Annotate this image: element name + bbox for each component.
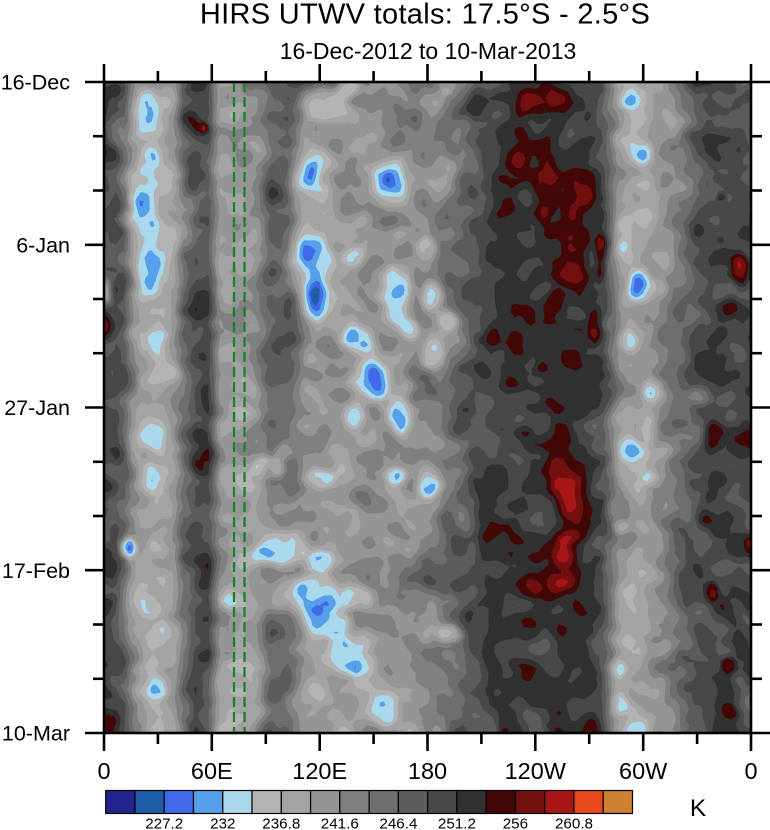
svg-text:16-Dec-2012 to 10-Mar-2013: 16-Dec-2012 to 10-Mar-2013 — [280, 38, 577, 64]
svg-text:227.2: 227.2 — [145, 816, 183, 830]
svg-text:180: 180 — [408, 758, 447, 784]
svg-text:27-Jan: 27-Jan — [4, 396, 70, 420]
svg-text:232: 232 — [210, 816, 235, 830]
svg-text:HIRS UTWV totals: 17.5°S - 2.5: HIRS UTWV totals: 17.5°S - 2.5°S — [200, 0, 650, 31]
svg-text:241.6: 241.6 — [321, 816, 359, 830]
svg-text:251.2: 251.2 — [438, 816, 476, 830]
svg-text:260.8: 260.8 — [555, 816, 593, 830]
svg-text:10-Mar: 10-Mar — [2, 722, 70, 746]
svg-text:120E: 120E — [292, 758, 347, 784]
svg-text:6-Jan: 6-Jan — [16, 233, 70, 257]
svg-text:60W: 60W — [619, 758, 668, 784]
svg-text:17-Feb: 17-Feb — [2, 559, 70, 583]
svg-text:256: 256 — [503, 816, 528, 830]
svg-text:120W: 120W — [505, 758, 567, 784]
svg-text:0: 0 — [744, 758, 757, 784]
svg-text:60E: 60E — [191, 758, 233, 784]
svg-text:K: K — [690, 795, 707, 822]
svg-text:0: 0 — [97, 758, 110, 784]
svg-text:236.8: 236.8 — [262, 816, 300, 830]
svg-text:16-Dec: 16-Dec — [1, 71, 71, 95]
svg-text:246.4: 246.4 — [379, 816, 417, 830]
